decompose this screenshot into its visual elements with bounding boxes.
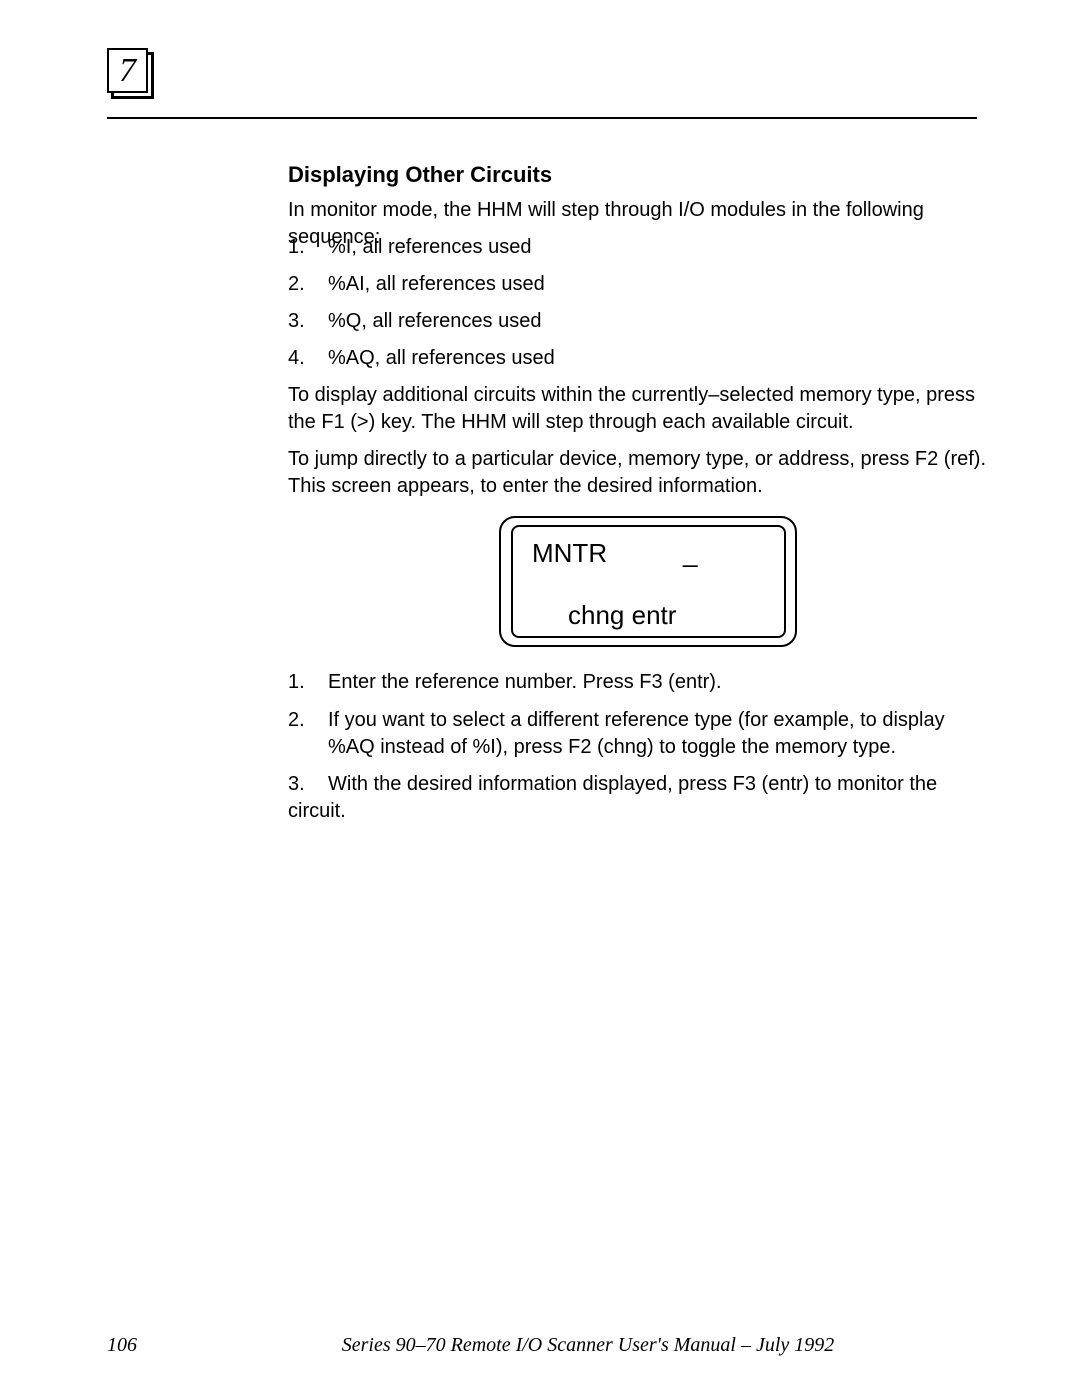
section-title: Displaying Other Circuits [288, 160, 552, 190]
list-text: With the desired information displayed, … [288, 773, 937, 822]
hhm-line1-right: _ [683, 536, 697, 571]
hhm-line1-left: MNTR [532, 536, 607, 571]
display-paragraph: To display additional circuits within th… [288, 382, 988, 436]
header-divider [107, 117, 977, 119]
list-number: 4. [288, 345, 328, 372]
list-text: %I, all references used [328, 236, 531, 258]
sequence-item: 1.%I, all references used [288, 234, 531, 261]
jump-paragraph: To jump directly to a particular device,… [288, 446, 988, 500]
chapter-box: 7 [107, 48, 148, 93]
step-item: 3.With the desired information displayed… [288, 771, 988, 825]
list-number: 2. [288, 271, 328, 298]
list-number: 1. [288, 669, 328, 696]
list-number: 3. [288, 308, 328, 335]
step-item: 2.If you want to select a different refe… [288, 707, 988, 761]
list-text: %Q, all references used [328, 310, 541, 332]
list-number: 3. [288, 771, 328, 798]
list-text: Enter the reference number. Press F3 (en… [328, 671, 722, 693]
footer-page-number: 106 [107, 1332, 137, 1359]
sequence-item: 4.%AQ, all references used [288, 345, 555, 372]
list-number: 2. [288, 707, 328, 734]
list-text: %AI, all references used [328, 273, 545, 295]
page: 7 Displaying Other Circuits In monitor m… [0, 0, 1080, 1397]
list-text: %AQ, all references used [328, 347, 555, 369]
list-number: 1. [288, 234, 328, 261]
hhm-line2: chng entr [568, 598, 676, 633]
sequence-item: 3.%Q, all references used [288, 308, 541, 335]
footer-title: Series 90–70 Remote I/O Scanner User's M… [288, 1332, 888, 1359]
step-item: 1.Enter the reference number. Press F3 (… [288, 669, 988, 696]
list-text: If you want to select a different refere… [328, 707, 968, 761]
sequence-item: 2.%AI, all references used [288, 271, 545, 298]
